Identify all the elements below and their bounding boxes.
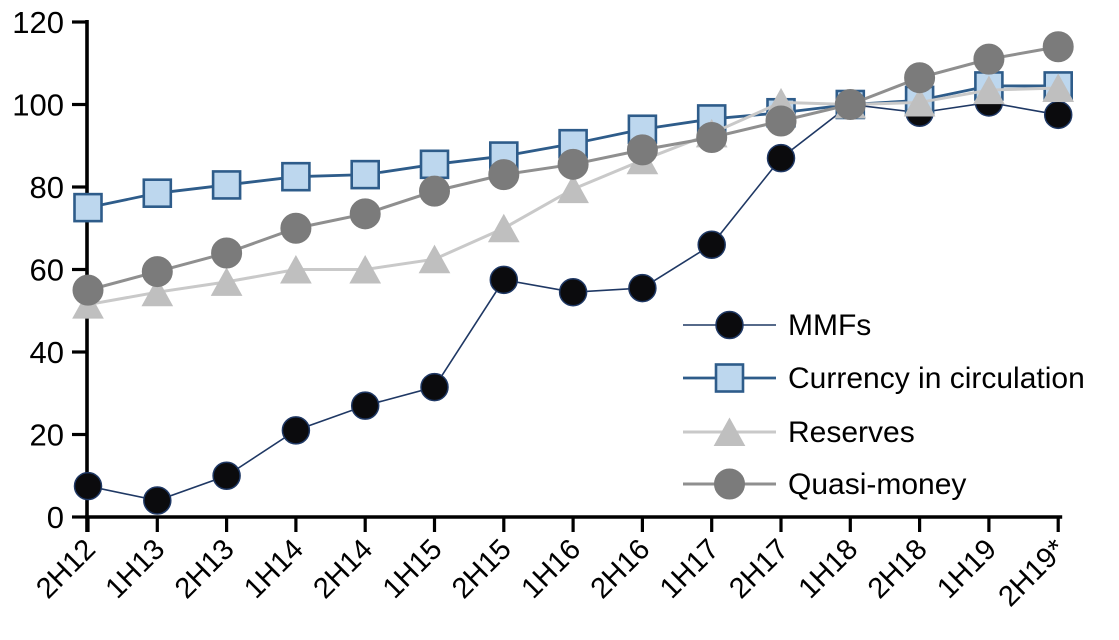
x-axis-tick-label: 2H19* [993,533,1073,613]
y-axis-tick-label: 60 [30,253,64,288]
series-marker-3 [280,212,312,244]
series-marker-2 [349,254,382,284]
series-marker-1 [419,149,450,180]
series-marker-1 [211,170,242,200]
x-axis-tick-label: 1H15 [377,533,449,605]
series-marker-0 [420,372,449,402]
legend-triangle-icon [713,417,746,446]
x-axis-tick-label: 1H17 [654,533,726,605]
x-axis-tick-label: 2H13 [169,533,241,605]
series-marker-3 [696,122,728,153]
series-marker-3 [141,256,173,288]
series-marker-3 [557,148,589,180]
series-marker-3 [419,175,450,207]
y-axis-tick-label: 20 [30,418,64,453]
y-axis-tick-label: 100 [12,88,64,123]
series-marker-0 [73,471,103,501]
x-axis-tick-label: 2H14 [307,533,379,605]
series-marker-1 [73,192,103,223]
series-marker-3 [973,43,1005,75]
x-axis-tick-label: 2H18 [862,533,934,605]
legend-circle-icon [714,468,745,500]
legend-label: Quasi-money [788,468,966,501]
legend-label: Reserves [788,416,915,449]
series-marker-2 [280,254,312,284]
series-marker-2 [141,277,174,307]
y-axis-tick-label: 0 [47,500,64,535]
legend-square-icon [714,363,745,393]
series-marker-2 [557,174,589,204]
series-marker-2 [903,87,936,117]
x-axis-tick-label: 2H12 [30,533,102,605]
series-marker-0 [628,273,657,303]
series-marker-3 [904,62,936,94]
x-axis-tick-label: 2H15 [446,533,518,605]
x-axis-tick-label: 1H19 [931,533,1003,605]
x-axis-tick-label: 2H16 [585,533,657,605]
series-marker-2 [973,75,1005,105]
series-marker-1 [281,161,311,192]
x-axis-tick-label: 1H13 [100,533,172,605]
legend-label: Currency in circulation [788,362,1085,395]
series-marker-3 [211,237,243,269]
series-marker-3 [765,105,797,137]
series-marker-0 [143,486,172,515]
x-axis-tick-label: 1H14 [238,533,310,605]
series-marker-1 [142,178,173,208]
y-axis-tick-label: 40 [30,335,64,370]
series-marker-0 [697,230,726,259]
series-marker-0 [558,277,588,307]
series-marker-0 [350,391,380,420]
series-marker-3 [1042,31,1074,63]
y-axis-tick-label: 120 [12,5,64,40]
series-marker-0 [281,416,311,445]
series-marker-2 [418,244,451,274]
x-axis-tick-label: 2H17 [723,533,795,605]
series-marker-2 [1042,73,1075,102]
series-marker-3 [349,198,381,230]
x-axis-tick-label: 1H16 [515,533,587,605]
series-marker-3 [72,274,104,306]
legend-circle-icon [715,310,744,340]
series-marker-2 [210,267,243,296]
series-marker-0 [212,461,241,490]
x-axis-tick-label: 1H18 [793,533,865,605]
series-marker-3 [834,89,866,120]
series-marker-3 [626,134,658,166]
series-marker-0 [1043,100,1073,130]
series-marker-0 [489,265,519,295]
series-marker-2 [487,213,520,243]
series-marker-0 [766,143,796,173]
series-marker-3 [488,159,520,191]
legend-label: MMFs [788,309,871,342]
y-axis-tick-label: 80 [30,170,64,205]
series-marker-1 [350,159,381,190]
